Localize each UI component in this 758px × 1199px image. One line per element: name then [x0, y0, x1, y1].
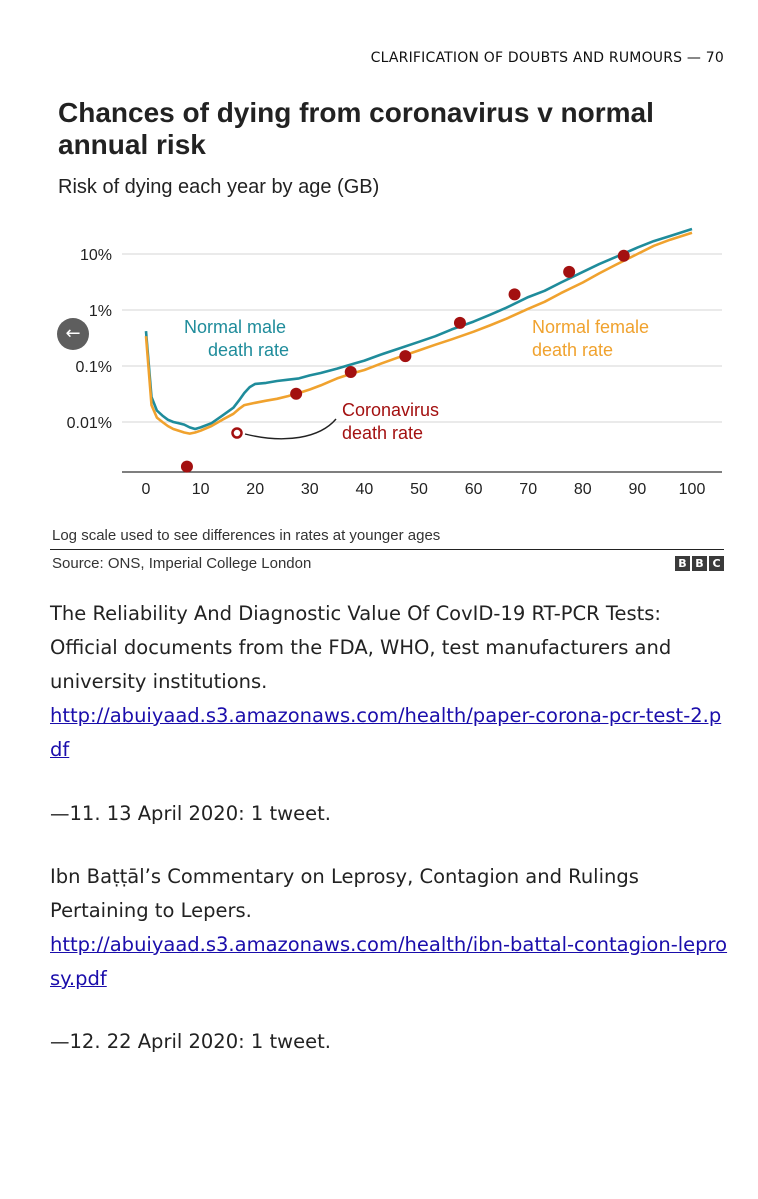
coronavirus-point	[180, 460, 193, 473]
x-tick-label: 10	[192, 481, 210, 498]
covid-legend-marker	[231, 427, 243, 439]
x-tick-label: 80	[574, 481, 592, 498]
covid-connector-line	[244, 418, 337, 440]
x-tick-label: 0	[142, 481, 151, 498]
reference-link[interactable]: http://abuiyaad.s3.amazonaws.com/health/…	[50, 704, 722, 761]
x-tick-label: 60	[465, 481, 483, 498]
x-tick-label: 30	[301, 481, 319, 498]
female-line-label: Normal female	[532, 317, 649, 337]
tweet-entry: —11. 13 April 2020: 1 tweet.	[50, 802, 331, 825]
chart-points	[180, 249, 630, 473]
male-line-label: Normal male	[184, 317, 286, 337]
y-tick-label: 0.01%	[67, 415, 112, 432]
coronavirus-point	[290, 387, 303, 400]
bbc-logo: B B C	[675, 556, 724, 571]
coronavirus-point	[617, 249, 630, 262]
source-row: Source: ONS, Imperial College London B B…	[50, 549, 724, 574]
chart-source: Source: ONS, Imperial College London	[52, 555, 312, 572]
y-tick-label: 0.1%	[76, 359, 112, 376]
female-line-label: death rate	[532, 340, 613, 360]
coronavirus-point	[508, 288, 521, 301]
x-tick-label: 20	[246, 481, 264, 498]
covid-label: death rate	[342, 423, 423, 443]
x-axis: 0 10 20 30 40 50 60 70 80 90 100	[142, 481, 706, 498]
x-tick-label: 90	[629, 481, 647, 498]
reference-title: Ibn Baṭṭāl’s Commentary on Leprosy, Cont…	[50, 865, 639, 922]
chart-note: Log scale used to see differences in rat…	[52, 527, 441, 544]
running-head: CLARIFICATION OF DOUBTS AND RUMOURS — 70	[370, 50, 724, 66]
bbc-logo-letter: B	[675, 556, 690, 571]
reference-entry: The Reliability And Diagnostic Value Of …	[50, 597, 730, 767]
chart-subtitle: Risk of dying each year by age (GB)	[58, 176, 380, 198]
coronavirus-point	[453, 316, 466, 329]
x-tick-label: 40	[356, 481, 374, 498]
y-axis: 0.01% 0.1% 1% 10%	[67, 247, 112, 432]
covid-label: Coronavirus	[342, 400, 439, 420]
coronavirus-point	[399, 350, 412, 363]
coronavirus-point	[344, 366, 357, 379]
chart-annotations: Normal male death rate Normal female death …	[184, 317, 649, 443]
coronavirus-point	[563, 265, 576, 278]
bbc-logo-letter: C	[709, 556, 724, 571]
y-tick-label: 10%	[80, 247, 112, 264]
male-line-label: death rate	[208, 340, 289, 360]
reference-entry: Ibn Baṭṭāl’s Commentary on Leprosy, Cont…	[50, 860, 730, 996]
x-tick-label: 100	[679, 481, 706, 498]
x-tick-label: 50	[410, 481, 428, 498]
male-death-rate-line	[144, 227, 693, 431]
back-arrow-icon[interactable]: ←	[57, 318, 89, 350]
chart-lines	[144, 227, 693, 435]
y-tick-label: 1%	[89, 303, 112, 320]
reference-link[interactable]: http://abuiyaad.s3.amazonaws.com/health/…	[50, 933, 728, 990]
x-tick-label: 70	[519, 481, 537, 498]
tweet-entry: —12. 22 April 2020: 1 tweet.	[50, 1030, 331, 1053]
reference-title: The Reliability And Diagnostic Value Of …	[50, 602, 672, 693]
chart: 0.01% 0.1% 1% 10% 0 10 20 30 40 50 60 70 80 90 100 No…	[67, 227, 722, 498]
chart-title: Chances of dying from coronavirus v norm…	[58, 97, 654, 160]
bbc-logo-letter: B	[692, 556, 707, 571]
female-death-rate-line	[144, 231, 693, 435]
